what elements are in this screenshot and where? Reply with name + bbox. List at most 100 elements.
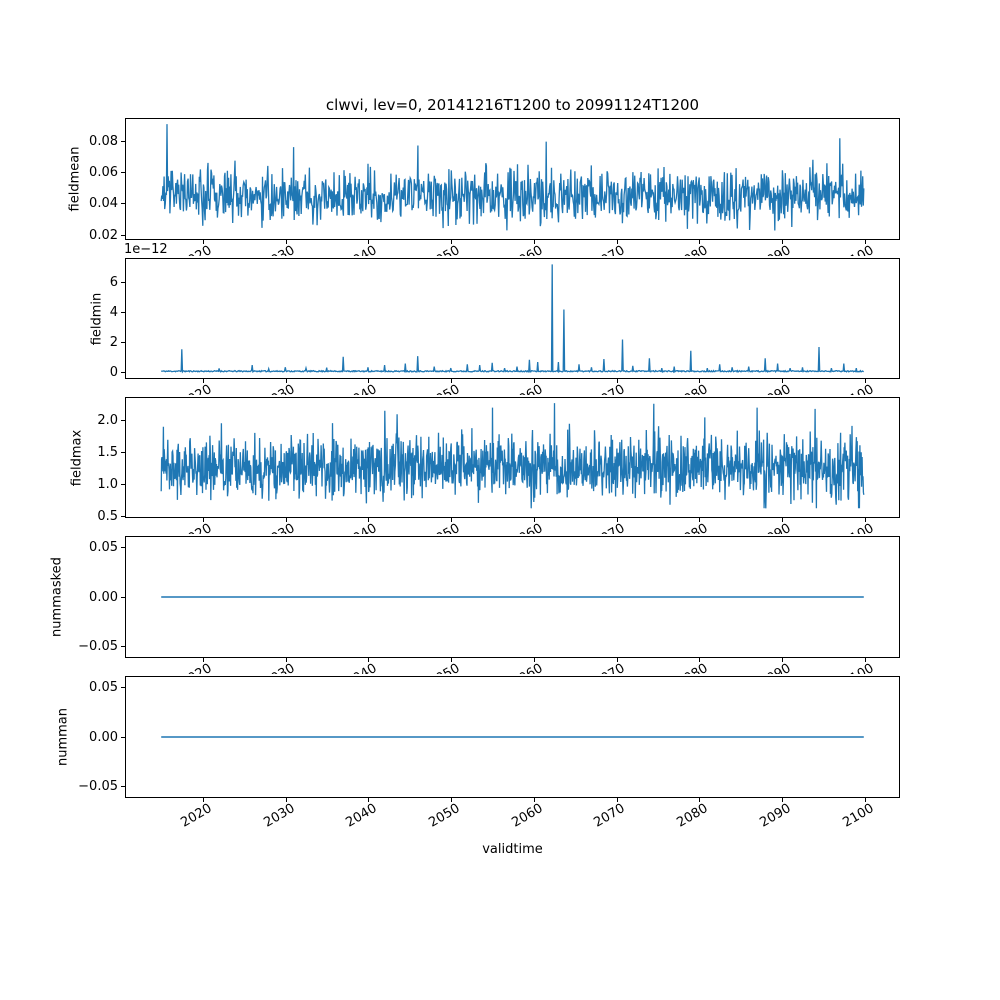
y-axis-offset-text: 1e−12 [124,242,168,257]
x-tick [451,658,452,662]
x-tick-label: 2070 [592,243,628,256]
y-axis-label-fieldmax: fieldmax [69,429,85,486]
x-tick-label: 2030 [261,521,297,534]
x-tick [699,798,701,802]
x-tick-label: 2020 [178,521,214,534]
x-tick [533,798,535,802]
axes-fieldmean: 0.02 0.04 0.06 0.08 fieldmean 2020 2030 2040 205… [68,118,900,256]
x-tick [781,798,783,802]
axes-fieldmax: 0.5 1.0 1.5 2.0 fieldmax 2020 2030 2040 2050 2060… [70,397,900,534]
x-tick-label: 2090 [757,521,793,534]
x-tick-label: 2080 [675,382,711,395]
x-tick [451,798,452,802]
x-tick-label: 2080 [675,661,711,674]
y-tick-label: 0.04 [89,196,118,212]
x-tick-label: 2090 [757,382,793,395]
x-tick [616,240,618,244]
y-tick [121,234,125,236]
x-tick-label: 2100 [840,243,876,256]
y-tick [121,172,125,174]
x-tick [285,379,287,383]
x-tick-label: 2030 [261,382,297,395]
x-tick [368,658,370,662]
x-tick-label: 2060 [509,382,545,395]
data-line-fieldmax [160,403,865,509]
y-tick-label: 1.5 [97,445,118,460]
data-line-fieldmin [161,264,864,374]
y-axis-label-fieldmin: fieldmin [89,292,105,345]
x-tick [451,240,452,244]
y-tick-label: 0.00 [89,729,118,745]
x-tick-labels-row: 2020 2030 2040 2050 2060 2070 2080 2090 2100 [126,381,899,395]
plot-area-numman [161,736,864,738]
x-tick [285,658,287,662]
y-tick-label: 6 [109,274,118,290]
y-tick-label: 2.0 [97,413,118,428]
x-tick [616,518,618,522]
y-axis-label-nummasked: nummasked [49,557,65,637]
x-tick-label: 2030 [260,801,298,831]
x-tick [368,379,370,383]
y-tick [121,736,125,738]
x-tick-label: 2100 [840,521,876,534]
y-tick [121,686,125,688]
x-tick-label: 2050 [426,243,462,256]
x-tick [864,658,866,662]
y-tick-label: 2 [109,335,118,350]
x-tick [699,379,701,383]
x-tick [533,658,535,662]
x-tick-label: 2020 [178,661,214,674]
x-tick [202,798,204,802]
y-tick [121,516,125,518]
y-tick-label: 0.05 [89,679,118,695]
y-tick-label: 4 [109,305,118,320]
x-tick [202,518,204,522]
x-tick-labels-row: 2020 2030 2040 2050 2060 2070 2080 2090 2100 [126,660,899,674]
y-tick [121,596,125,598]
x-tick-label: 2080 [674,801,711,831]
x-tick-label: 2020 [178,382,214,395]
x-tick [368,240,370,244]
x-tick [285,240,287,244]
x-tick-label: 2050 [426,382,462,395]
plot-area-fieldmin [161,264,864,374]
x-tick [699,518,701,522]
x-tick-label: 2060 [509,243,545,256]
x-tick-labels-row: 2020 2030 2040 2050 2060 2070 2080 2090 2100 [126,242,899,256]
x-tick [781,379,783,383]
y-tick [121,546,125,548]
x-tick-label: 2070 [591,801,628,831]
x-tick [781,240,783,244]
axes-nummasked: −0.050.000.05nummasked202020302040205020… [50,536,900,674]
plot-title: clwvi, lev=0, 20141216T1200 to 20991124T… [325,96,700,114]
x-tick [616,379,618,383]
x-tick [533,518,535,522]
y-tick [121,372,125,374]
x-tick [368,518,370,522]
x-tick-label: 2080 [675,243,711,256]
x-tick-label: 2090 [757,661,793,674]
x-tick [699,658,701,662]
x-tick-label: 2020 [178,801,215,831]
x-tick-label: 2040 [344,382,380,395]
x-tick-label: 2100 [840,382,876,395]
y-tick-label: 0 [109,365,118,381]
x-tick-label: 2070 [592,382,628,395]
x-tick [451,379,452,383]
x-tick [285,518,287,522]
y-axis-label-numman: numman [55,707,71,767]
data-line-fieldmean [160,124,865,231]
x-tick [616,798,618,802]
y-tick [121,646,125,648]
x-tick-label: 2020 [178,243,214,256]
x-tick [616,658,618,662]
y-tick [121,484,125,486]
y-tick [121,420,125,421]
x-tick [781,518,783,522]
x-tick-label: 2040 [344,521,380,534]
x-tick-label: 2050 [426,801,463,831]
x-tick-label: 2100 [840,801,877,831]
x-tick [451,518,452,522]
